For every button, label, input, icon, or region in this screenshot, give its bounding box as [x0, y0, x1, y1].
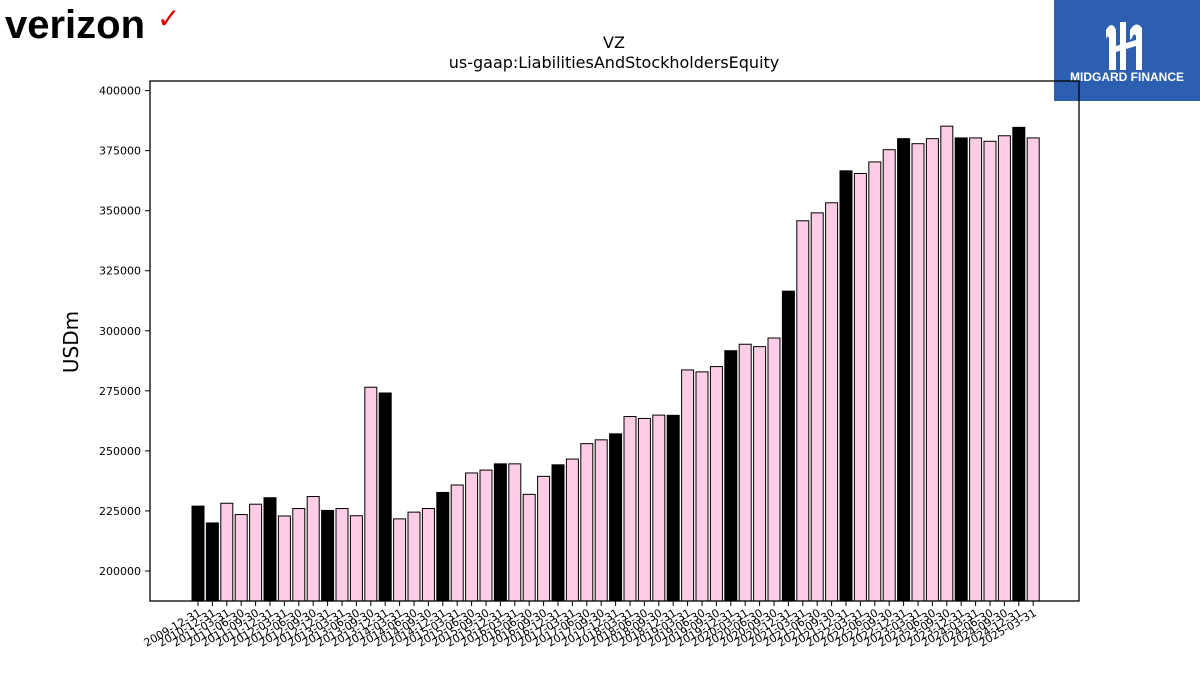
verizon-wordmark: verizon ✓ — [5, 2, 180, 47]
bar — [465, 472, 479, 602]
y-tick-label: 300000 — [99, 325, 141, 338]
y-axis-label: USDm — [59, 311, 83, 373]
bar — [378, 392, 392, 602]
bar — [508, 463, 522, 602]
bar — [364, 386, 378, 602]
bar — [1012, 126, 1026, 602]
bar — [969, 137, 983, 602]
chart-subtitle: us-gaap:LiabilitiesAndStockholdersEquity — [449, 53, 780, 72]
bar — [724, 350, 738, 602]
bar — [666, 414, 680, 602]
bar — [781, 290, 795, 602]
bar — [306, 496, 320, 602]
bar — [695, 371, 709, 602]
bar — [551, 464, 565, 602]
bar — [911, 143, 925, 602]
x-axis-ticks: 2009-12-312010-12-312011-03-312011-06-30… — [142, 601, 1039, 650]
bar — [954, 137, 968, 602]
y-tick-label: 250000 — [99, 445, 141, 458]
bar — [609, 433, 623, 602]
bar — [335, 508, 349, 602]
bar — [839, 170, 853, 602]
bar — [594, 439, 608, 602]
bar — [983, 140, 997, 602]
y-axis-ticks: 200000 225000 250000 275000 300000 325000 3500… — [99, 85, 150, 578]
bar — [997, 135, 1011, 602]
bar — [479, 469, 493, 602]
bar — [450, 484, 464, 602]
plot-frame — [149, 80, 1080, 602]
bar — [637, 417, 651, 602]
bar-series — [191, 125, 1040, 602]
bar — [292, 508, 306, 602]
y-tick-label: 375000 — [99, 145, 141, 158]
bar — [1026, 137, 1040, 602]
bar — [882, 149, 896, 602]
bar — [436, 491, 450, 602]
bar — [249, 503, 263, 602]
bar — [925, 138, 939, 602]
bar — [493, 463, 507, 602]
bar — [565, 458, 579, 602]
midgard-finance-name: MIDGARD FINANCE — [1070, 70, 1184, 84]
bar — [738, 343, 752, 602]
verizon-logo: verizon ✓ — [5, 0, 185, 50]
bar — [796, 220, 810, 602]
bar — [220, 502, 234, 602]
bar — [537, 475, 551, 602]
verizon-wordmark-text: verizon — [5, 3, 145, 46]
bar — [522, 493, 536, 602]
bar — [853, 172, 867, 602]
bar — [421, 508, 435, 602]
bar — [321, 509, 335, 602]
midgard-emblem-icon — [1106, 22, 1142, 71]
y-tick-label: 400000 — [99, 85, 141, 98]
bar — [897, 138, 911, 602]
bar — [349, 515, 363, 602]
bar — [407, 511, 421, 602]
y-tick-label: 225000 — [99, 505, 141, 518]
bar — [681, 369, 695, 602]
bar — [709, 366, 723, 602]
y-tick-label: 275000 — [99, 385, 141, 398]
bar — [205, 522, 219, 602]
bar — [580, 443, 594, 602]
verizon-check-icon: ✓ — [157, 2, 180, 35]
bar — [234, 514, 248, 602]
bar — [753, 346, 767, 602]
bar — [393, 518, 407, 602]
bar — [191, 505, 205, 602]
midgard-finance-logo: MIDGARD FINANCE — [1054, 0, 1200, 101]
bar — [652, 414, 666, 602]
bar — [810, 212, 824, 602]
midgard-finance-badge: MIDGARD FINANCE — [1070, 22, 1184, 84]
bar — [868, 161, 882, 602]
bar — [767, 337, 781, 602]
chart-title: VZ — [603, 33, 625, 52]
bar — [623, 416, 637, 602]
bar — [263, 497, 277, 602]
y-tick-label: 200000 — [99, 565, 141, 578]
bar — [940, 125, 954, 602]
y-tick-label: 350000 — [99, 205, 141, 218]
bar — [825, 202, 839, 602]
bar — [277, 515, 291, 602]
y-tick-label: 325000 — [99, 265, 141, 278]
